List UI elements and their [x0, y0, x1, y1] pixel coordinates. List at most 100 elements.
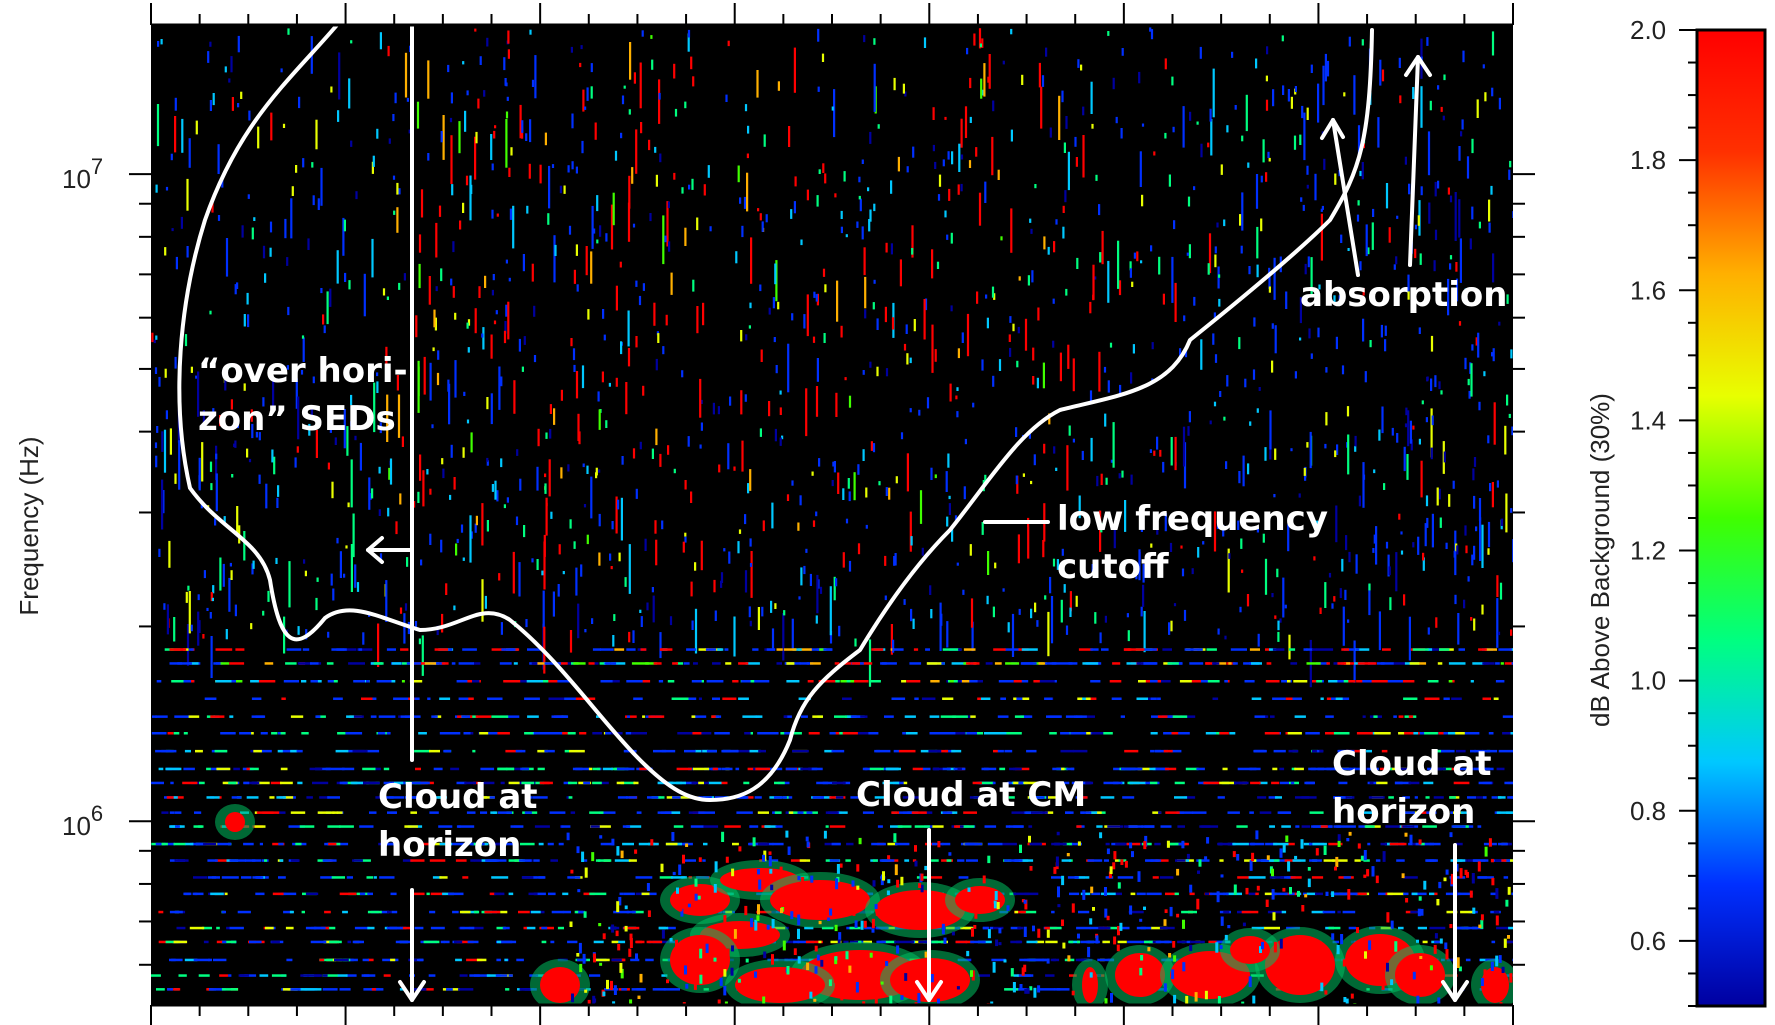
noise-mark: [775, 365, 778, 374]
band-mark: [572, 767, 590, 771]
noise-mark: [440, 539, 443, 553]
noise-mark: [1491, 482, 1494, 508]
noise-mark: [165, 186, 169, 191]
cloud-speckle: [797, 914, 801, 926]
noise-mark: [1151, 342, 1154, 350]
noise-mark: [1032, 347, 1035, 361]
noise-mark: [571, 161, 574, 170]
noise-mark: [687, 33, 690, 52]
band-mark: [309, 767, 323, 771]
band-mark: [484, 910, 500, 914]
band-mark: [312, 781, 329, 785]
band-mark: [198, 825, 204, 828]
band-mark: [1404, 732, 1420, 735]
noise-mark: [1032, 376, 1035, 385]
cloud-speckle: [1057, 886, 1060, 898]
noise-mark: [531, 263, 534, 282]
noise-mark: [203, 570, 206, 579]
band-mark: [1337, 662, 1347, 665]
cloud-speckle: [1345, 998, 1349, 1005]
band-mark: [568, 781, 578, 785]
noise-mark: [1473, 545, 1476, 560]
band-mark: [409, 781, 426, 785]
band-mark: [182, 781, 198, 785]
band-mark: [228, 974, 232, 977]
noise-mark: [1237, 520, 1240, 530]
band-mark: [1080, 892, 1091, 896]
noise-mark: [445, 583, 448, 595]
band-mark: [918, 940, 935, 944]
cloud-speckle: [854, 920, 858, 928]
noise-mark: [805, 388, 808, 437]
noise-mark: [490, 134, 493, 160]
band-mark: [1016, 940, 1022, 944]
band-mark: [1089, 811, 1098, 814]
noise-mark: [906, 453, 909, 492]
noise-mark: [376, 128, 379, 139]
band-mark: [1322, 910, 1336, 914]
noise-mark: [225, 629, 228, 640]
noise-mark: [1314, 173, 1317, 201]
band-mark: [712, 767, 719, 771]
noise-mark: [620, 132, 623, 139]
band-mark: [482, 796, 495, 799]
noise-mark: [969, 116, 972, 123]
band-mark: [1301, 825, 1311, 828]
cloud-speckle: [599, 835, 603, 839]
band-mark: [592, 767, 601, 771]
noise-mark: [892, 639, 895, 653]
noise-mark: [315, 429, 318, 458]
noise-mark: [188, 138, 191, 168]
noise-mark: [655, 358, 658, 371]
noise-mark: [1202, 541, 1205, 545]
band-mark: [358, 648, 363, 651]
band-mark: [1222, 767, 1228, 771]
band-mark: [708, 781, 722, 785]
band-mark: [793, 940, 800, 944]
noise-mark: [1000, 236, 1003, 241]
band-mark: [683, 662, 690, 665]
noise-mark: [534, 55, 537, 99]
noise-mark: [1475, 526, 1478, 532]
band-mark: [329, 940, 342, 944]
noise-mark: [1124, 500, 1127, 532]
cloud-speckle: [618, 896, 622, 906]
noise-mark: [970, 598, 974, 628]
noise-mark: [632, 448, 636, 459]
noise-mark: [350, 40, 353, 44]
band-mark: [676, 767, 692, 771]
band-mark: [756, 910, 772, 914]
band-mark: [626, 680, 643, 683]
noise-mark: [1488, 222, 1491, 233]
band-mark: [1303, 842, 1312, 846]
noise-mark: [519, 478, 522, 491]
noise-mark: [605, 233, 608, 242]
noise-mark: [1410, 439, 1413, 451]
cloud-speckle: [924, 951, 928, 958]
band-mark: [1325, 825, 1333, 828]
band-mark: [1115, 892, 1122, 896]
noise-mark: [603, 334, 606, 341]
noise-mark: [800, 239, 803, 246]
noise-mark: [691, 620, 694, 630]
band-mark: [364, 781, 376, 785]
noise-mark: [1052, 298, 1055, 304]
band-mark: [544, 662, 561, 665]
band-mark: [1398, 926, 1404, 930]
noise-mark: [964, 438, 967, 445]
noise-mark: [885, 368, 889, 377]
noise-mark: [533, 305, 536, 317]
noise-mark: [300, 370, 304, 375]
noise-mark: [250, 623, 253, 630]
noise-mark: [1164, 58, 1167, 70]
cloud-cm-label: Cloud at CM: [856, 775, 1086, 815]
band-mark: [799, 859, 811, 862]
cloud-speckle: [1495, 915, 1499, 926]
noise-mark: [570, 46, 573, 53]
band-mark: [402, 662, 412, 665]
noise-mark: [1199, 46, 1202, 59]
noise-mark: [465, 175, 469, 186]
noise-mark: [811, 471, 814, 476]
band-mark: [327, 926, 336, 930]
noise-mark: [1159, 449, 1162, 457]
